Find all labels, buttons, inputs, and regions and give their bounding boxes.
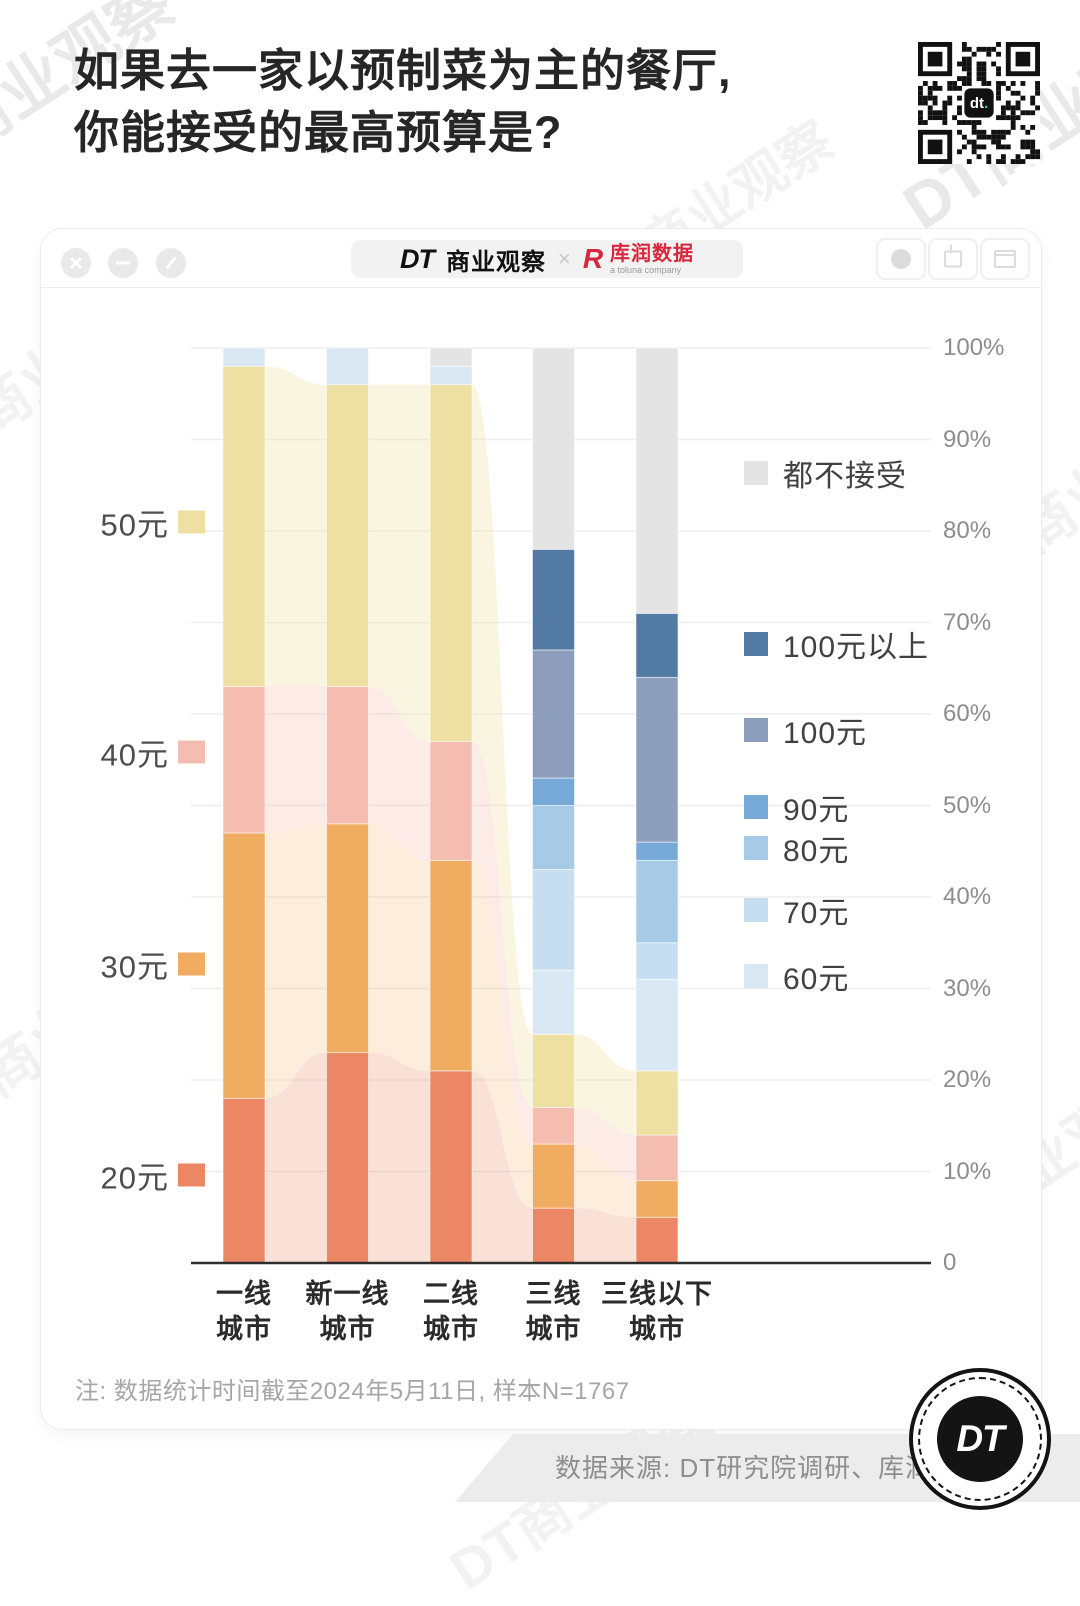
y-axis-tick: 50%: [943, 791, 992, 819]
legend-swatch: [178, 510, 205, 534]
y-axis-tick: 40%: [943, 883, 992, 910]
record-button[interactable]: [876, 238, 926, 280]
legend-label: 80元: [783, 835, 850, 868]
legend-swatch: [744, 461, 768, 485]
y-axis-tick: 60%: [943, 700, 992, 727]
dt-badge-text: DT: [956, 1418, 1004, 1459]
legend-item-都不接受: 都不接受: [744, 451, 907, 495]
legend-swatch: [744, 964, 768, 988]
x-axis-category-label: 新一线 城市: [305, 1279, 390, 1344]
svg-text:dt.: dt.: [970, 95, 988, 112]
share-icon: [944, 244, 962, 268]
legend-swatch: [744, 632, 768, 656]
legend-item-40元: 40元: [41, 730, 205, 775]
windows-button[interactable]: [980, 238, 1030, 280]
qr-code: dt.: [918, 42, 1040, 164]
kurun-mark-icon: R: [582, 243, 604, 274]
legend-item-20元: 20元: [41, 1153, 205, 1198]
dt-round-logo: DT: [909, 1368, 1051, 1510]
record-icon: [891, 249, 911, 269]
legend-swatch: [178, 952, 205, 976]
window-icon: [994, 250, 1016, 268]
y-axis-tick: 20%: [943, 1066, 992, 1093]
footnote: 注: 数据统计时间截至2024年5月11日, 样本N=1767: [75, 1378, 630, 1405]
legend-label: 90元: [783, 794, 850, 827]
block-icon[interactable]: [156, 248, 186, 278]
dashed-ring: [918, 1377, 1042, 1501]
window-titlebar: DT 商业观察 × R 库润数据 a toluna company: [41, 229, 1041, 288]
dt-logo: DT: [399, 243, 435, 274]
legend-swatch: [178, 1163, 205, 1187]
legend-label: 40元: [100, 737, 169, 773]
legend-item-100元: 100元: [744, 708, 867, 752]
legend-label: 70元: [783, 897, 850, 930]
y-axis-tick: 10%: [943, 1157, 992, 1185]
legend-item-100元以上: 100元以上: [744, 622, 929, 666]
legend-item-60元: 60元: [744, 954, 849, 998]
legend-label: 20元: [100, 1160, 169, 1196]
partner-name: 库润数据: [610, 242, 695, 265]
partner-subtitle: a toluna company: [610, 264, 682, 275]
legend-item-30元: 30元: [41, 942, 205, 987]
y-axis-tick: 90%: [943, 425, 992, 453]
x-axis-category-label: 一线 城市: [216, 1279, 272, 1344]
x-axis-category-label: 三线以下 城市: [601, 1279, 713, 1344]
share-button[interactable]: [928, 238, 978, 280]
legend-item-80元: 80元: [744, 826, 849, 870]
y-axis-tick: 70%: [943, 608, 992, 636]
legend-swatch: [744, 898, 768, 922]
legend-label: 30元: [100, 949, 169, 985]
legend-swatch: [744, 836, 768, 860]
collab-x-separator: ×: [557, 246, 571, 271]
x-axis-category-label: 二线 城市: [423, 1279, 479, 1344]
y-axis-tick: 100%: [943, 334, 1005, 361]
brand-lockup: DT 商业观察 × R 库润数据 a toluna company: [351, 240, 743, 278]
legend-swatch: [744, 718, 768, 742]
brand-name: 商业观察: [445, 248, 546, 276]
legend-item-90元: 90元: [744, 785, 849, 829]
legend-label: 50元: [100, 507, 169, 543]
browser-card: DT 商业观察 × R 库润数据 a toluna company 100% 90…: [40, 228, 1042, 1430]
partner-logo: R 库润数据 a toluna company: [583, 244, 694, 275]
x-axis-category-label: 三线 城市: [525, 1279, 582, 1344]
stacked-bar-chart: [191, 347, 931, 1265]
y-axis-tick: 30%: [943, 974, 992, 1002]
page-title-line-2: 你能接受的最高预算是?: [74, 107, 563, 159]
legend-label: 100元以上: [783, 631, 930, 664]
legend-item-70元: 70元: [744, 888, 849, 932]
legend-label: 60元: [783, 963, 850, 996]
legend-item-50元: 50元: [41, 500, 205, 545]
legend-label: 都不接受: [783, 460, 907, 493]
legend-swatch: [178, 740, 205, 764]
y-axis-tick: 0: [943, 1249, 957, 1276]
legend-swatch: [744, 795, 768, 819]
close-icon[interactable]: [61, 248, 91, 278]
minimize-icon[interactable]: [108, 248, 138, 278]
legend-label: 100元: [783, 717, 868, 750]
page-title-line-1: 如果去一家以预制菜为主的餐厅,: [74, 45, 732, 96]
page-title: 如果去一家以预制菜为主的餐厅, 你能接受的最高预算是?: [74, 40, 874, 164]
y-axis-tick: 80%: [943, 517, 992, 544]
